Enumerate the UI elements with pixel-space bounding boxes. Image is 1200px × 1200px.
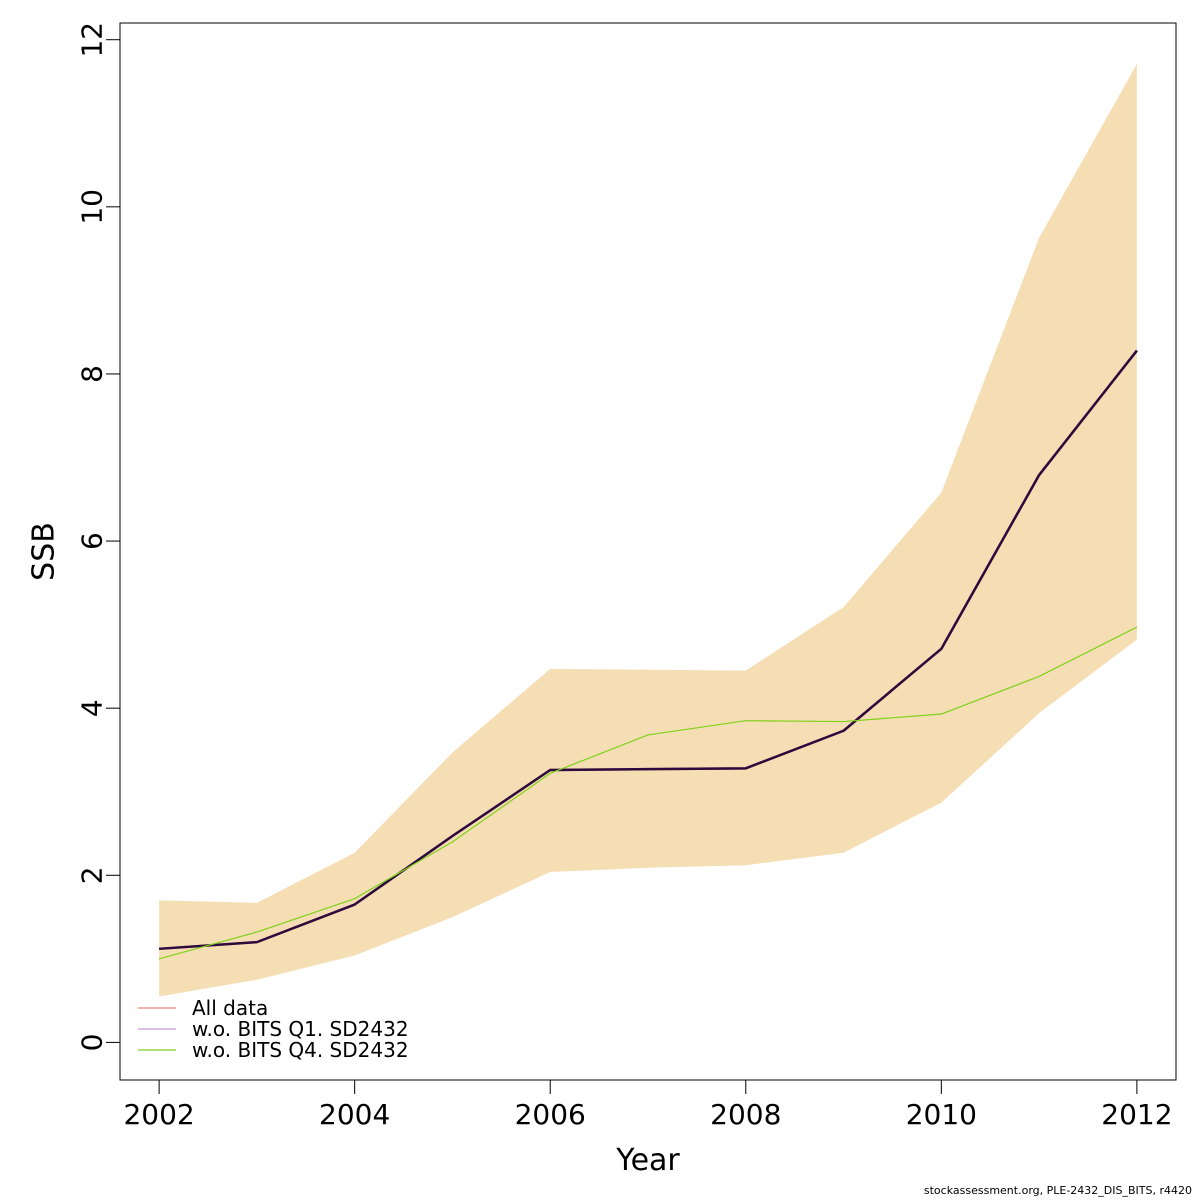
confidence-band bbox=[159, 63, 1137, 997]
footer-credit: stockassessment.org, PLE-2432_DIS_BITS, … bbox=[923, 1184, 1192, 1197]
series-line-2 bbox=[159, 349, 1138, 951]
y-tick-label: 2 bbox=[76, 866, 109, 884]
x-tick-label: 2004 bbox=[319, 1098, 390, 1131]
legend-label-3: w.o. BITS Q4. SD2432 bbox=[192, 1038, 409, 1062]
x-axis: 2002 2004 2006 2008 2010 2012 bbox=[123, 1079, 1173, 1131]
x-tick-label: 2008 bbox=[710, 1098, 781, 1131]
legend-label-1: All data bbox=[192, 996, 268, 1020]
confidence-band-layer bbox=[159, 63, 1137, 997]
x-tick-label: 2010 bbox=[906, 1098, 977, 1131]
y-axis: 0 2 4 6 8 10 12 bbox=[76, 22, 121, 1051]
x-tick-label: 2012 bbox=[1101, 1098, 1172, 1131]
legend-label-2: w.o. BITS Q1. SD2432 bbox=[192, 1017, 409, 1041]
series-layer bbox=[158, 349, 1138, 960]
y-tick-label: 12 bbox=[76, 22, 109, 58]
y-tick-label: 4 bbox=[76, 699, 109, 717]
x-axis-title: Year bbox=[615, 1143, 680, 1178]
y-tick-label: 0 bbox=[76, 1033, 109, 1051]
y-tick-label: 10 bbox=[76, 189, 109, 225]
y-tick-label: 6 bbox=[76, 532, 109, 550]
x-tick-label: 2006 bbox=[515, 1098, 586, 1131]
x-tick-label: 2002 bbox=[123, 1098, 194, 1131]
y-tick-label: 8 bbox=[76, 365, 109, 383]
y-axis-title: SSB bbox=[27, 522, 62, 581]
series-line-3 bbox=[158, 626, 1138, 960]
